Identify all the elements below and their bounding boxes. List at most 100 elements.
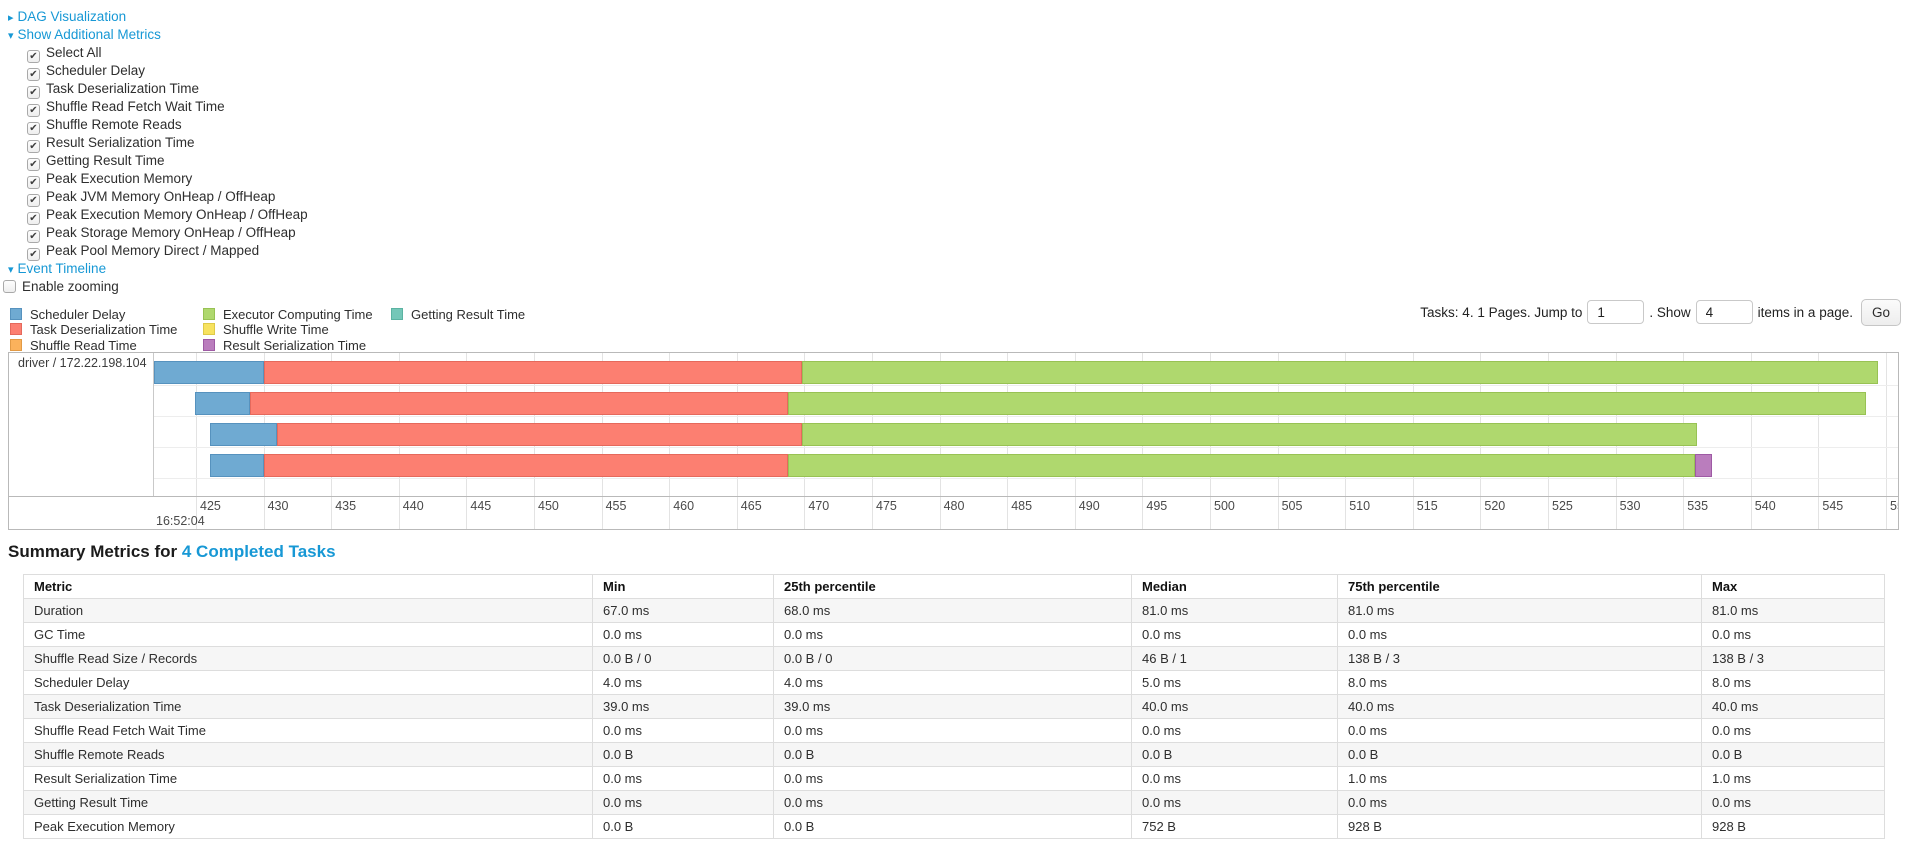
task-bar-task_deserialization[interactable] bbox=[277, 423, 802, 446]
metric-checkbox-row[interactable]: ✔ Peak Execution Memory OnHeap / OffHeap bbox=[27, 206, 308, 225]
metric-checkbox-row[interactable]: ✔ Shuffle Remote Reads bbox=[27, 116, 308, 135]
task-bar-executor_computing[interactable] bbox=[788, 454, 1696, 477]
table-cell: 0.0 B bbox=[592, 742, 774, 767]
checkbox-label: Getting Result Time bbox=[46, 153, 165, 168]
checked-checkbox[interactable]: ✔ bbox=[27, 176, 40, 189]
lane-separator bbox=[154, 447, 1898, 448]
task_deserialization-swatch-icon bbox=[10, 323, 22, 336]
column-header: 25th percentile bbox=[773, 574, 1132, 599]
summary-metrics-table: Metric Min 25th percentile Median 75th perce… bbox=[23, 574, 1885, 839]
summary-title-text: Summary Metrics for bbox=[8, 542, 178, 561]
table-row: Shuffle Read Size / Records 0.0 B / 0 0.0 … bbox=[23, 646, 1885, 671]
jump-to-page-input[interactable] bbox=[1587, 300, 1645, 324]
checked-checkbox[interactable]: ✔ bbox=[27, 230, 40, 243]
checked-checkbox[interactable]: ✔ bbox=[27, 140, 40, 153]
axis-tick-label: 425 bbox=[200, 499, 221, 513]
metric-checkbox-row[interactable]: ✔ Getting Result Time bbox=[27, 152, 308, 171]
items-per-page-input[interactable] bbox=[1695, 300, 1753, 324]
table-cell: 40.0 ms bbox=[1337, 694, 1702, 719]
table-cell: Getting Result Time bbox=[23, 790, 593, 815]
task-bar-executor_computing[interactable] bbox=[788, 392, 1866, 415]
checked-checkbox[interactable]: ✔ bbox=[27, 68, 40, 81]
axis-tick-label: 460 bbox=[673, 499, 695, 513]
task-bar-executor_computing[interactable] bbox=[801, 361, 1878, 384]
event-timeline-toggle[interactable]: ▾ Event Timeline bbox=[8, 260, 308, 278]
legend-label: Executor Computing Time bbox=[223, 307, 373, 322]
task-bar-scheduler_delay[interactable] bbox=[154, 361, 264, 384]
table-cell: 0.0 ms bbox=[773, 790, 1132, 815]
table-cell: Shuffle Read Size / Records bbox=[23, 646, 593, 671]
table-cell: 46 B / 1 bbox=[1131, 646, 1338, 671]
table-cell: Duration bbox=[23, 598, 593, 623]
table-cell: 40.0 ms bbox=[1131, 694, 1338, 719]
metric-checkbox-row[interactable]: ✔ Peak Execution Memory bbox=[27, 170, 308, 189]
metric-checkbox-row[interactable]: ✔ Shuffle Read Fetch Wait Time bbox=[27, 98, 308, 117]
legend-label: Result Serialization Time bbox=[223, 337, 367, 353]
task-bar-scheduler_delay[interactable] bbox=[209, 454, 264, 477]
checked-checkbox[interactable]: ✔ bbox=[27, 86, 40, 99]
table-cell: 39.0 ms bbox=[592, 694, 774, 719]
table-row: Scheduler Delay 4.0 ms 4.0 ms 5.0 ms 8.0 ms 8… bbox=[23, 670, 1885, 695]
checkbox-label: Peak JVM Memory OnHeap / OffHeap bbox=[46, 189, 276, 204]
shuffle_write-swatch-icon bbox=[203, 323, 215, 336]
enable-zooming-row[interactable]: Enable zooming bbox=[3, 278, 308, 296]
dag-visualization-toggle[interactable]: ▸ DAG Visualization bbox=[8, 8, 308, 26]
table-cell: 0.0 ms bbox=[1337, 718, 1702, 743]
task-bar-task_deserialization[interactable] bbox=[263, 454, 789, 477]
metric-checkbox-row[interactable]: ✔ Result Serialization Time bbox=[27, 134, 308, 153]
table-cell: 0.0 ms bbox=[592, 622, 774, 647]
table-cell: 0.0 ms bbox=[773, 622, 1132, 647]
metric-checkbox-row[interactable]: ✔ Select All bbox=[27, 44, 308, 63]
gridline bbox=[1886, 353, 1887, 529]
getting_result-swatch-icon bbox=[391, 308, 403, 320]
checked-checkbox[interactable]: ✔ bbox=[27, 122, 40, 135]
axis-tick-label: 430 bbox=[267, 499, 289, 513]
table-cell: 0.0 B bbox=[1701, 742, 1885, 767]
axis-tick-label: 540 bbox=[1754, 499, 1776, 513]
enable-zooming-checkbox[interactable] bbox=[3, 280, 16, 293]
axis-tick-label: 475 bbox=[876, 499, 897, 513]
pagination-prefix-text: Tasks: 4. 1 Pages. Jump to bbox=[1420, 304, 1583, 320]
checked-checkbox[interactable]: ✔ bbox=[27, 248, 40, 261]
axis-tick-label: 480 bbox=[943, 499, 965, 513]
task-bar-scheduler_delay[interactable] bbox=[194, 392, 250, 415]
event-timeline-link[interactable]: Event Timeline bbox=[17, 261, 107, 276]
column-header: Median bbox=[1131, 574, 1338, 599]
show-additional-metrics-toggle[interactable]: ▾ Show Additional Metrics bbox=[8, 26, 308, 44]
checked-checkbox[interactable]: ✔ bbox=[27, 158, 40, 171]
executor_computing-swatch-icon bbox=[203, 308, 215, 320]
go-button[interactable]: Go bbox=[1860, 298, 1901, 326]
dag-visualization-link[interactable]: DAG Visualization bbox=[17, 9, 127, 24]
checked-checkbox[interactable]: ✔ bbox=[27, 212, 40, 225]
axis-tick-label: 490 bbox=[1078, 499, 1100, 513]
metric-checkbox-row[interactable]: ✔ Task Deserialization Time bbox=[27, 80, 308, 99]
legend-item-shuffle_read: Shuffle Read Time bbox=[10, 338, 177, 353]
completed-tasks-link[interactable]: 4 Completed Tasks bbox=[181, 542, 336, 561]
checked-checkbox[interactable]: ✔ bbox=[27, 104, 40, 117]
table-cell: 928 B bbox=[1701, 814, 1885, 839]
task-bar-result_serialization[interactable] bbox=[1695, 454, 1712, 477]
table-cell: 138 B / 3 bbox=[1701, 646, 1885, 671]
checked-checkbox[interactable]: ✔ bbox=[27, 194, 40, 207]
lane-separator bbox=[154, 478, 1898, 479]
axis-tick-label: 495 bbox=[1146, 499, 1168, 513]
legend-item-scheduler_delay: Scheduler Delay bbox=[10, 307, 177, 322]
task-bar-task_deserialization[interactable] bbox=[250, 392, 789, 415]
metric-checkbox-row[interactable]: ✔ Peak JVM Memory OnHeap / OffHeap bbox=[27, 188, 308, 207]
metric-checkbox-row[interactable]: ✔ Peak Pool Memory Direct / Mapped bbox=[27, 242, 308, 261]
task-bar-task_deserialization[interactable] bbox=[263, 361, 802, 384]
event-timeline-chart: driver / 172.22.198.104 16:52:04 425 430 4… bbox=[8, 352, 1899, 530]
table-cell: 0.0 ms bbox=[1131, 766, 1338, 791]
show-additional-metrics-link[interactable]: Show Additional Metrics bbox=[17, 27, 161, 42]
task-bar-scheduler_delay[interactable] bbox=[209, 423, 278, 446]
gridline bbox=[1750, 353, 1752, 529]
legend-item-result_serialization: Result Serialization Time bbox=[203, 338, 373, 353]
legend-column: Getting Result Time bbox=[391, 307, 525, 322]
table-cell: 4.0 ms bbox=[773, 670, 1132, 695]
checked-checkbox[interactable]: ✔ bbox=[27, 50, 40, 63]
metric-checkbox-row[interactable]: ✔ Scheduler Delay bbox=[27, 62, 308, 81]
checkbox-label: Peak Execution Memory bbox=[46, 171, 193, 186]
task-bar-executor_computing[interactable] bbox=[801, 423, 1697, 446]
task-pagination: Tasks: 4. 1 Pages. Jump to . Show items … bbox=[1420, 297, 1901, 327]
metric-checkbox-row[interactable]: ✔ Peak Storage Memory OnHeap / OffHeap bbox=[27, 224, 308, 243]
